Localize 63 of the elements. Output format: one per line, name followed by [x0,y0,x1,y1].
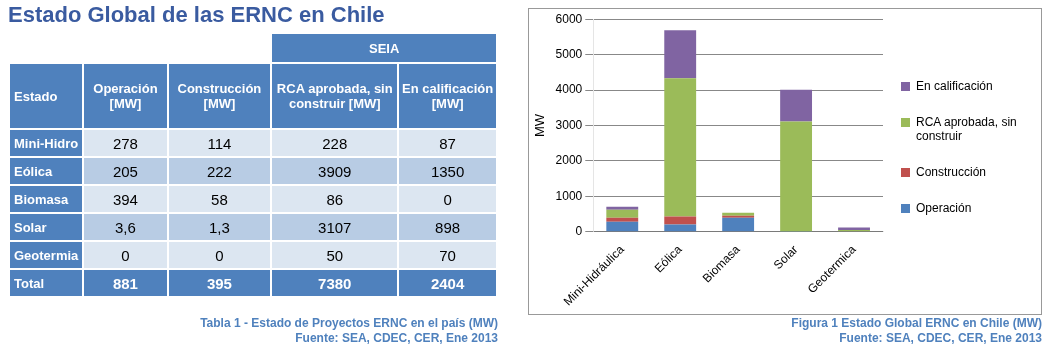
data-label: 1,3 [167,213,272,241]
row-heading-cell: Total [9,269,84,297]
y-tick-label: 5000 [555,46,583,61]
bar [606,209,639,218]
row-heading-cell: Biomasa [9,185,84,213]
y-tick-label: 0 [575,224,583,239]
data-label: 1350 [398,157,497,185]
data-label: 0 [167,241,272,269]
column-heading-cell: Construcción [MW] [167,63,272,129]
bar [664,78,697,217]
row-heading-cell: Mini-Hidro [9,129,84,157]
data-label: 278 [83,129,168,157]
y-tick-label: 1000 [555,188,583,203]
group-heading-cell: SEIA [271,33,497,63]
data-label: 70 [398,241,497,269]
data-label: 58 [167,185,272,213]
row-heading-cell: Solar [9,213,84,241]
data-label: 0 [83,241,168,269]
legend-label: Construcción [916,165,987,179]
data-label: 114 [167,129,272,157]
data-label: 50 [271,241,399,269]
chart-title: Estado Global de las ERNC en Chile [8,2,386,28]
corner-heading-cell: Estado [9,63,84,129]
text: Tabla 1 - Estado de Proyectos ERNC en el país (MW) [200,316,498,331]
row-heading-cell: Eólica [9,157,84,185]
column-heading-cell: Operación [MW] [83,63,168,129]
row-heading-cell: Geotermia [9,241,84,269]
data-label: 86 [271,185,399,213]
data-label: 87 [398,129,497,157]
data-label: 881 [83,269,168,297]
column-heading-cell: RCA aprobada, sin construir [MW] [271,63,399,129]
bar [606,217,639,222]
bar [664,224,697,232]
data-label: 898 [398,213,497,241]
y-tick-label: 6000 [555,11,583,26]
data-label: 205 [83,157,168,185]
data-label: 3107 [271,213,399,241]
text: Figura 1 Estado Global ERNC en Chile (MW) [791,316,1042,331]
legend-label: Operación [916,201,972,215]
bar [780,121,813,232]
bar [606,221,639,232]
bar [606,206,639,210]
source-note: Fuente: SEA, CDEC, CER, Ene 2013 [294,331,498,346]
data-label: 2404 [398,269,497,297]
data-label: 3,6 [83,213,168,241]
bar [664,30,697,79]
data-label: 7380 [271,269,399,297]
legend-label: En calificación [916,79,993,93]
data-label: 222 [167,157,272,185]
y-axis-title: MW [532,113,548,138]
bar [722,217,755,232]
data-label: 228 [271,129,399,157]
y-tick-label: 2000 [555,153,583,168]
column-heading-cell: En calificación [MW] [398,63,497,129]
legend-label: RCA aprobada, sin construir [916,115,1018,143]
data-label: 0 [398,185,497,213]
data-label: 3909 [271,157,399,185]
data-label: 394 [83,185,168,213]
bar [780,89,813,122]
y-tick-label: 3000 [555,117,583,132]
source-note: Fuente: SEA, CDEC, CER, Ene 2013 [838,331,1042,346]
y-tick-label: 4000 [555,82,583,97]
data-label: 395 [167,269,272,297]
